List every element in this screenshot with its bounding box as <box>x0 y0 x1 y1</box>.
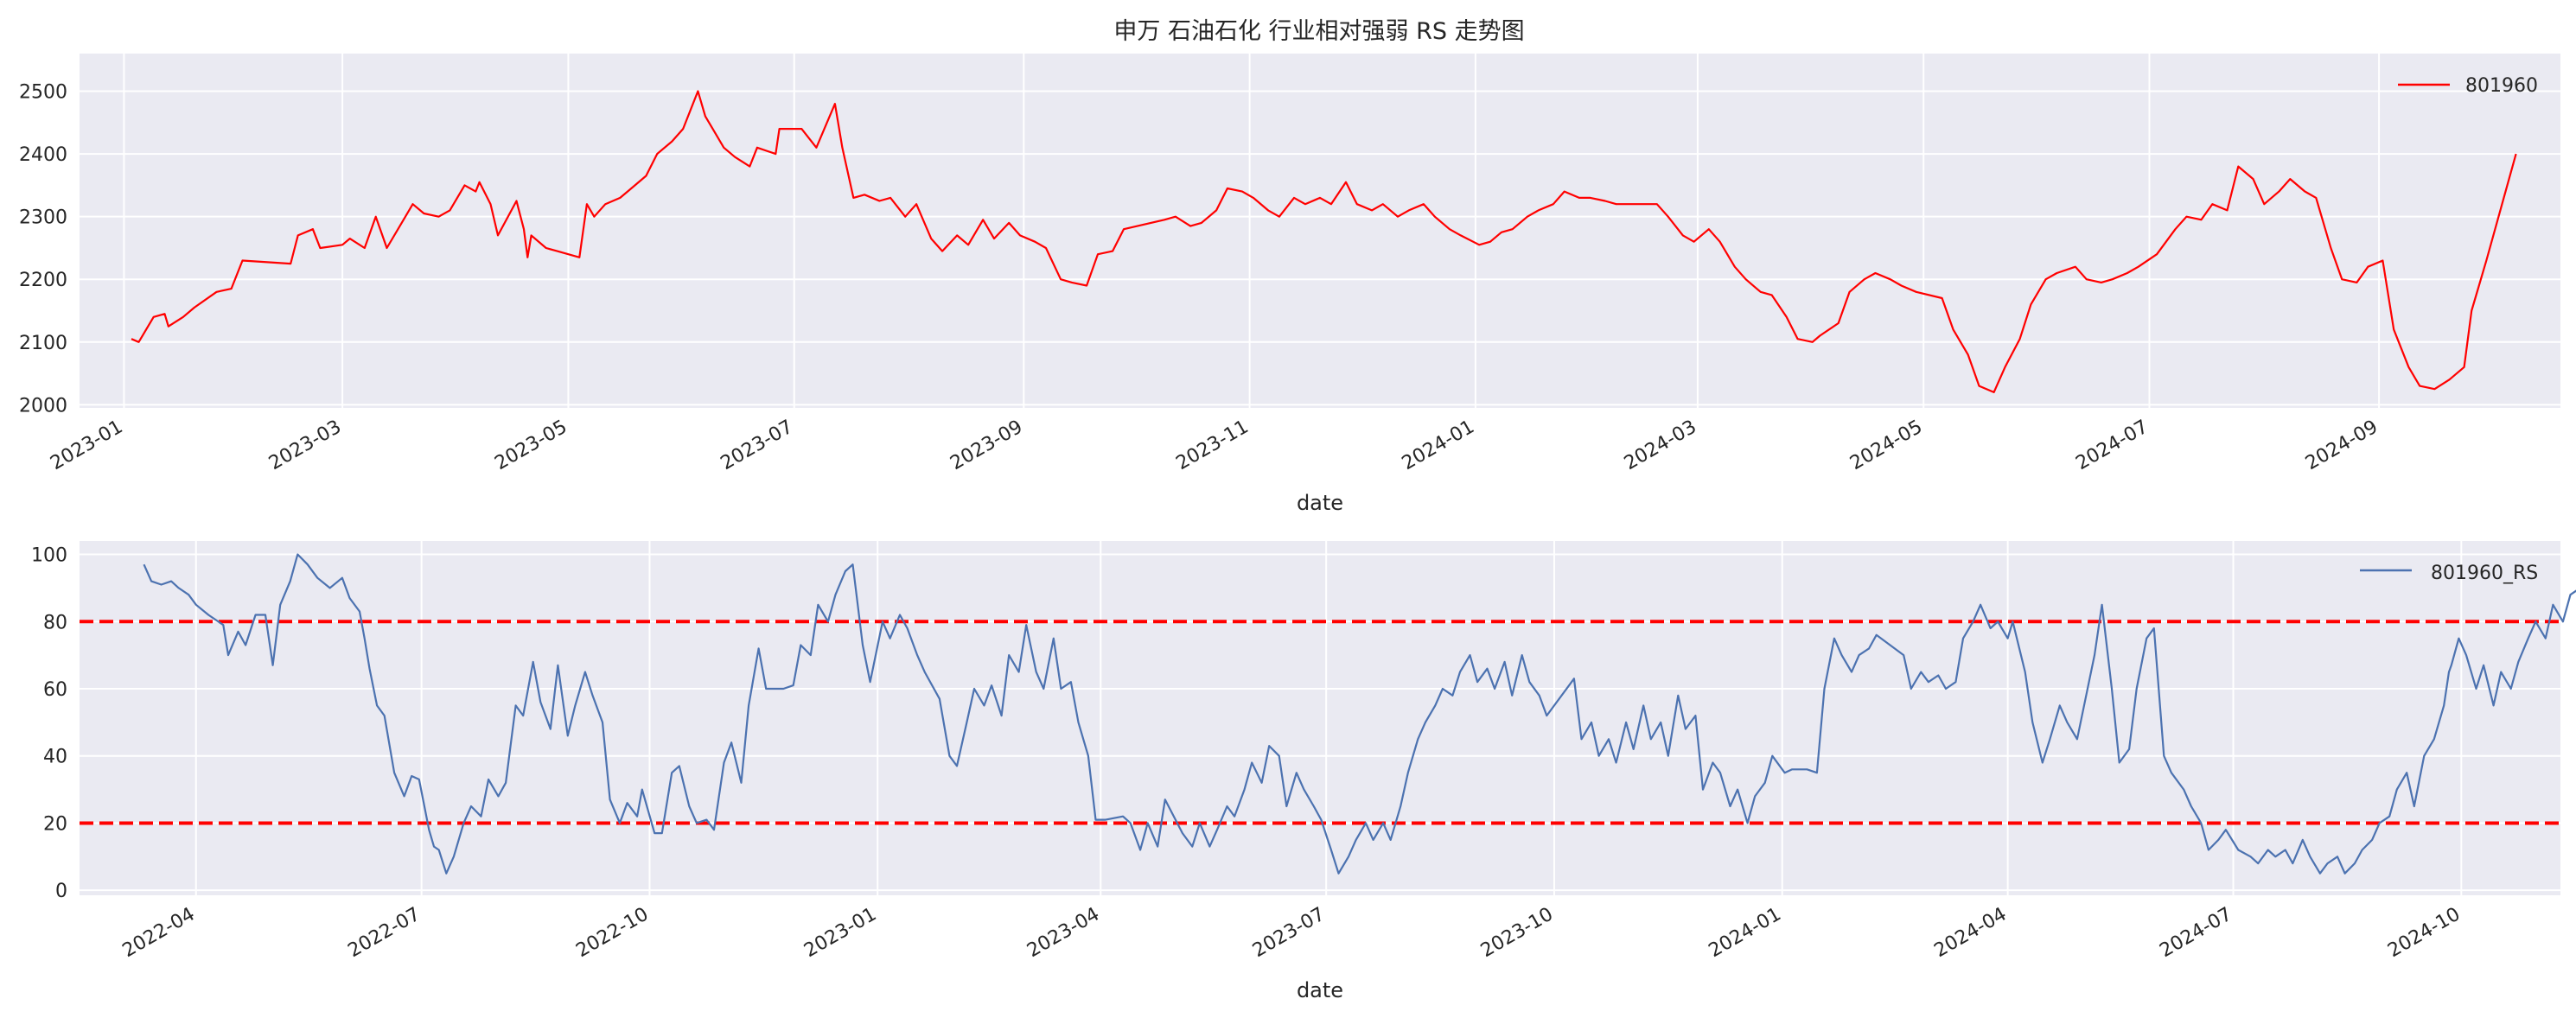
x-tick-label: 2023-11 <box>1173 417 1253 475</box>
x-tick-label: 2024-07 <box>2072 417 2152 475</box>
x-tick-label: 2023-01 <box>800 904 880 963</box>
x-tick-label: 2022-10 <box>572 904 652 963</box>
y-tick-label: 2400 <box>19 144 67 166</box>
x-tick-label: 2024-01 <box>1706 904 1785 963</box>
series-line <box>131 90 2517 393</box>
bottom-series <box>143 553 2576 875</box>
x-tick-label: 2023-05 <box>491 417 571 475</box>
bottom-x-axis-label: date <box>1297 978 1343 1002</box>
top-legend-label: 801960 <box>2465 75 2538 97</box>
top-gridlines <box>80 54 2560 408</box>
x-tick-label: 2022-04 <box>119 904 199 963</box>
y-tick-label: 40 <box>43 747 67 768</box>
bottom-hlines <box>80 620 2560 825</box>
chart-title: 申万 石油石化 行业相对强弱 RS 走势图 <box>1113 18 1524 45</box>
y-tick-label: 2500 <box>19 82 67 104</box>
x-tick-label: 2023-10 <box>1477 904 1557 963</box>
bottom-legend-label: 801960_RS <box>2431 563 2538 584</box>
y-tick-label: 0 <box>55 881 67 902</box>
y-tick-label: 2000 <box>19 395 67 417</box>
y-tick-label: 2100 <box>19 333 67 354</box>
x-tick-label: 2023-07 <box>717 417 797 475</box>
series-line <box>143 553 2576 875</box>
x-tick-label: 2024-07 <box>2156 904 2235 963</box>
y-tick-label: 60 <box>43 679 67 701</box>
x-tick-label: 2024-01 <box>1399 417 1478 475</box>
top-legend: 801960 <box>2398 75 2538 97</box>
top-y-ticks: 2000 2100 2200 2300 2400 2500 <box>19 82 67 417</box>
top-plot-area <box>80 54 2560 408</box>
bottom-legend: 801960_RS <box>2360 563 2538 584</box>
top-series <box>131 90 2517 393</box>
bottom-plot-area <box>80 541 2560 895</box>
x-tick-label: 2023-09 <box>947 417 1026 475</box>
y-tick-label: 100 <box>31 545 67 567</box>
x-tick-label: 2024-03 <box>1621 417 1700 475</box>
x-tick-label: 2024-04 <box>1931 904 2011 963</box>
top-x-ticks: 2023-01 2023-03 2023-05 2023-07 2023-09 2023-… <box>47 417 2382 475</box>
x-tick-label: 2023-01 <box>47 417 126 475</box>
y-tick-label: 2200 <box>19 270 67 291</box>
bottom-y-ticks: 0 20 40 60 80 100 <box>31 545 67 903</box>
bottom-x-ticks: 2022-04 2022-07 2022-10 2023-01 2023-04 2023-… <box>119 904 2464 963</box>
x-tick-label: 2022-07 <box>345 904 424 963</box>
x-tick-label: 2023-03 <box>265 417 345 475</box>
bottom-panel: 0 20 40 60 80 100 2022-04 2022-07 2022-10 2023-0… <box>31 541 2576 1002</box>
y-tick-label: 20 <box>43 813 67 835</box>
x-tick-label: 2024-10 <box>2384 904 2464 963</box>
x-tick-label: 2023-04 <box>1023 904 1103 963</box>
x-tick-label: 2024-05 <box>1846 417 1926 475</box>
x-tick-label: 2023-07 <box>1249 904 1329 963</box>
x-tick-label: 2024-09 <box>2302 417 2382 475</box>
y-tick-label: 80 <box>43 612 67 633</box>
top-x-axis-label: date <box>1297 491 1343 515</box>
y-tick-label: 2300 <box>19 207 67 229</box>
